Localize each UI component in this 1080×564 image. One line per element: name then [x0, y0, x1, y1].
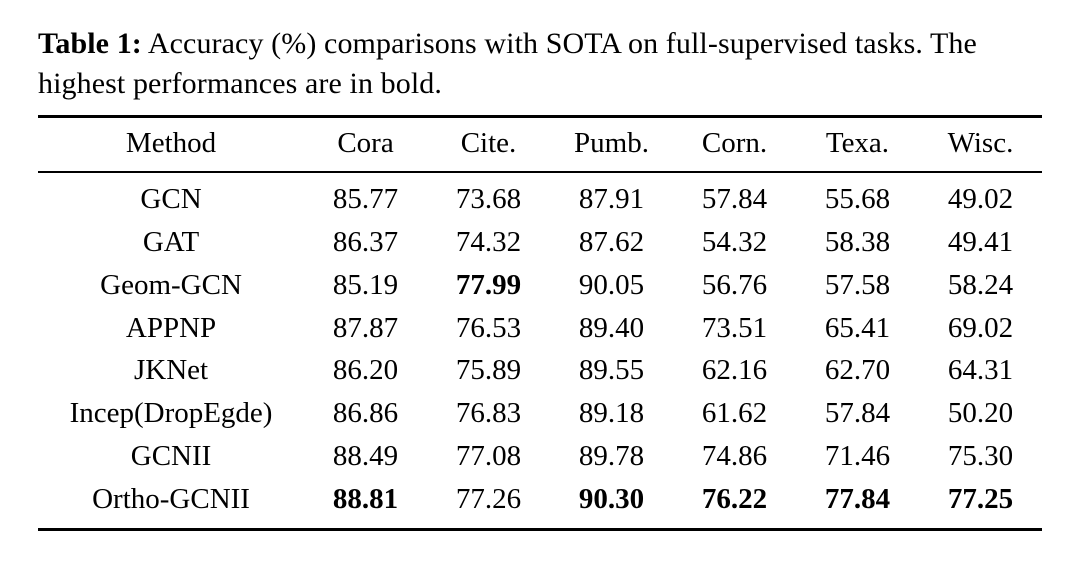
table-row: GCN 85.77 73.68 87.91 57.84 55.68 49.02: [38, 172, 1042, 221]
value-cell: 75.89: [455, 354, 522, 387]
value-cell: 89.55: [578, 354, 645, 387]
value-cell: 88.49: [332, 439, 399, 472]
value-cell: 86.20: [332, 354, 399, 387]
value-cell: 73.68: [455, 183, 522, 216]
value-cell: 56.76: [701, 268, 768, 301]
value-cell: 75.30: [947, 439, 1014, 472]
value-cell: 77.08: [455, 439, 522, 472]
col-header-method: Method: [38, 116, 305, 174]
table-row: Geom-GCN 85.19 77.99 90.05 56.76 57.58 5…: [38, 264, 1042, 307]
table-caption: Table 1: Accuracy (%) comparisons with S…: [38, 24, 1042, 103]
table-row: Incep(DropEgde) 86.86 76.83 89.18 61.62 …: [38, 392, 1042, 435]
value-cell: 87.91: [578, 183, 645, 216]
value-cell: 77.26: [455, 482, 522, 515]
header-row: Method Cora Cite. Pumb. Corn. Texa. Wisc…: [38, 116, 1042, 174]
value-cell: 57.84: [701, 183, 768, 216]
col-header-cite: Cite.: [427, 116, 551, 174]
value-cell: 77.99: [455, 268, 522, 301]
value-cell: 62.70: [824, 354, 891, 387]
value-cell: 86.86: [332, 397, 399, 430]
value-cell: 58.24: [947, 268, 1014, 301]
table-row: APPNP 87.87 76.53 89.40 73.51 65.41 69.0…: [38, 307, 1042, 350]
value-cell: 77.25: [947, 482, 1014, 515]
col-header-texa: Texa.: [795, 116, 919, 174]
value-cell: 89.40: [578, 311, 645, 344]
table-row: GAT 86.37 74.32 87.62 54.32 58.38 49.41: [38, 221, 1042, 264]
value-cell: 73.51: [701, 311, 768, 344]
method-cell: GCNII: [130, 439, 212, 472]
results-table: Method Cora Cite. Pumb. Corn. Texa. Wisc…: [38, 115, 1042, 531]
table-row: GCNII 88.49 77.08 89.78 74.86 71.46 75.3…: [38, 435, 1042, 478]
value-cell: 57.84: [824, 397, 891, 430]
value-cell: 87.62: [578, 225, 645, 258]
value-cell: 55.68: [824, 183, 891, 216]
table-row: JKNet 86.20 75.89 89.55 62.16 62.70 64.3…: [38, 349, 1042, 392]
value-cell: 65.41: [824, 311, 891, 344]
value-cell: 49.41: [947, 225, 1014, 258]
method-cell: Ortho-GCNII: [92, 482, 250, 515]
col-header-pumb: Pumb.: [550, 116, 673, 174]
col-header-cora: Cora: [304, 116, 428, 174]
value-cell: 90.30: [578, 482, 645, 515]
value-cell: 62.16: [701, 354, 768, 387]
method-cell: Incep(DropEgde): [69, 397, 273, 430]
value-cell: 89.18: [578, 397, 645, 430]
value-cell: 74.86: [701, 439, 768, 472]
value-cell: 76.53: [455, 311, 522, 344]
col-header-corn: Corn.: [673, 116, 796, 174]
value-cell: 58.38: [824, 225, 891, 258]
method-cell: GAT: [142, 225, 200, 258]
value-cell: 76.83: [455, 397, 522, 430]
value-cell: 61.62: [701, 397, 768, 430]
value-cell: 87.87: [332, 311, 399, 344]
value-cell: 49.02: [947, 183, 1014, 216]
method-cell: JKNet: [133, 354, 209, 387]
table-row: Ortho-GCNII 88.81 77.26 90.30 76.22 77.8…: [38, 478, 1042, 529]
value-cell: 69.02: [947, 311, 1014, 344]
method-cell: APPNP: [125, 311, 217, 344]
value-cell: 85.19: [332, 268, 399, 301]
value-cell: 57.58: [824, 268, 891, 301]
value-cell: 76.22: [701, 482, 768, 515]
value-cell: 77.84: [824, 482, 891, 515]
value-cell: 85.77: [332, 183, 399, 216]
caption-text: Accuracy (%) comparisons with SOTA on fu…: [38, 27, 977, 100]
value-cell: 50.20: [947, 397, 1014, 430]
value-cell: 54.32: [701, 225, 768, 258]
method-cell: GCN: [140, 183, 202, 216]
value-cell: 86.37: [332, 225, 399, 258]
value-cell: 90.05: [578, 268, 645, 301]
value-cell: 74.32: [455, 225, 522, 258]
value-cell: 89.78: [578, 439, 645, 472]
value-cell: 88.81: [332, 482, 399, 515]
caption-label: Table 1:: [38, 27, 142, 60]
method-cell: Geom-GCN: [100, 268, 242, 301]
value-cell: 71.46: [824, 439, 891, 472]
value-cell: 64.31: [947, 354, 1014, 387]
col-header-wisc: Wisc.: [918, 116, 1042, 174]
